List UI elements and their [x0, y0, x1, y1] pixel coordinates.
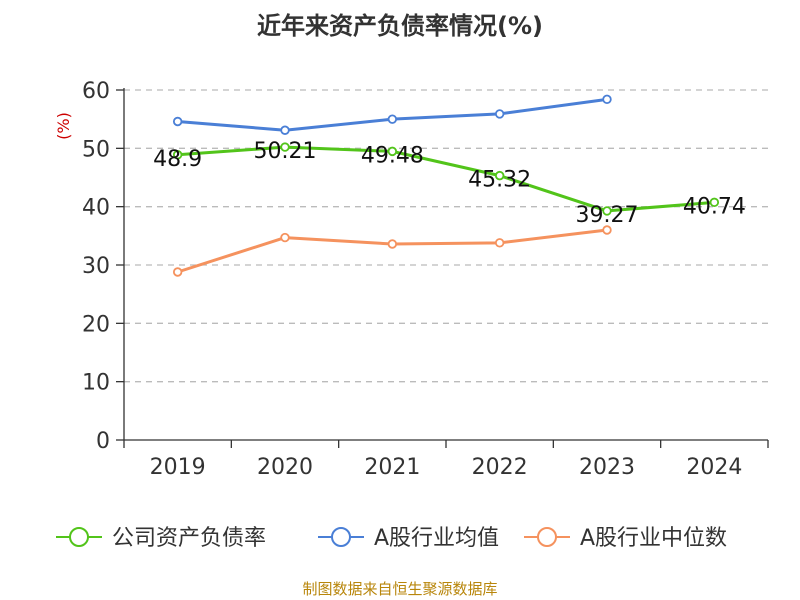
- x-tick-label: 2019: [150, 455, 206, 480]
- data-point: [602, 225, 612, 235]
- data-point: [387, 146, 398, 157]
- source-note: 制图数据来自恒生聚源数据库: [302, 580, 497, 598]
- data-label: 45.32: [468, 168, 531, 193]
- data-point: [172, 116, 183, 127]
- x-tick-label: 2022: [472, 455, 528, 480]
- y-tick-label: 20: [82, 312, 110, 337]
- data-point: [602, 206, 612, 216]
- y-tick-label: 0: [96, 429, 110, 454]
- y-tick-label: 50: [82, 137, 110, 162]
- data-label: 40.74: [683, 194, 746, 219]
- y-tick-label: 10: [82, 371, 110, 396]
- data-label-layer: 48.9 50.21 49.48 45.32 39.27 40.74: [153, 139, 746, 228]
- data-point: [494, 238, 505, 248]
- data-label: 39.27: [576, 203, 639, 228]
- legend-marker: [69, 527, 89, 547]
- legend-marker: [537, 527, 557, 547]
- grid-layer: [124, 89, 768, 383]
- chart-title: 近年来资产负债率情况(%): [257, 12, 543, 40]
- x-tick-label: 2024: [686, 455, 742, 480]
- legend-label: 公司资产负债率: [112, 526, 266, 551]
- data-point: [280, 232, 290, 243]
- data-point: [602, 94, 612, 105]
- series-layer: [172, 94, 720, 277]
- series-line: [177, 145, 715, 213]
- legend-marker: [331, 527, 351, 547]
- legend-label: A股行业中位数: [580, 526, 727, 551]
- legend: 公司资产负债率 A股行业均值 A股行业中位数: [56, 526, 727, 551]
- y-tick-label: 40: [82, 196, 110, 221]
- data-point: [172, 150, 183, 160]
- data-point: [387, 114, 398, 124]
- data-label: 48.9: [153, 147, 202, 172]
- data-point: [494, 109, 505, 119]
- data-point: [172, 267, 183, 277]
- axis-layer: 0 10 20 30 40 50 60 2019 2020 2021 2022 2023 2024: [82, 79, 769, 480]
- x-tick-label: 2021: [364, 455, 420, 480]
- data-point: [280, 125, 290, 135]
- x-tick-label: 2023: [579, 455, 635, 480]
- series-line: [177, 228, 608, 274]
- legend-label: A股行业均值: [374, 526, 499, 551]
- y-tick-label: 60: [82, 79, 110, 104]
- data-point: [280, 142, 290, 152]
- data-label: 49.48: [361, 143, 424, 168]
- y-tick-label: 30: [82, 254, 110, 279]
- x-tick-label: 2020: [257, 455, 313, 480]
- data-label: 50.21: [254, 139, 317, 164]
- data-point: [387, 239, 398, 249]
- data-point: [709, 197, 720, 208]
- data-point: [494, 170, 505, 181]
- y-axis-unit: (%): [54, 112, 73, 140]
